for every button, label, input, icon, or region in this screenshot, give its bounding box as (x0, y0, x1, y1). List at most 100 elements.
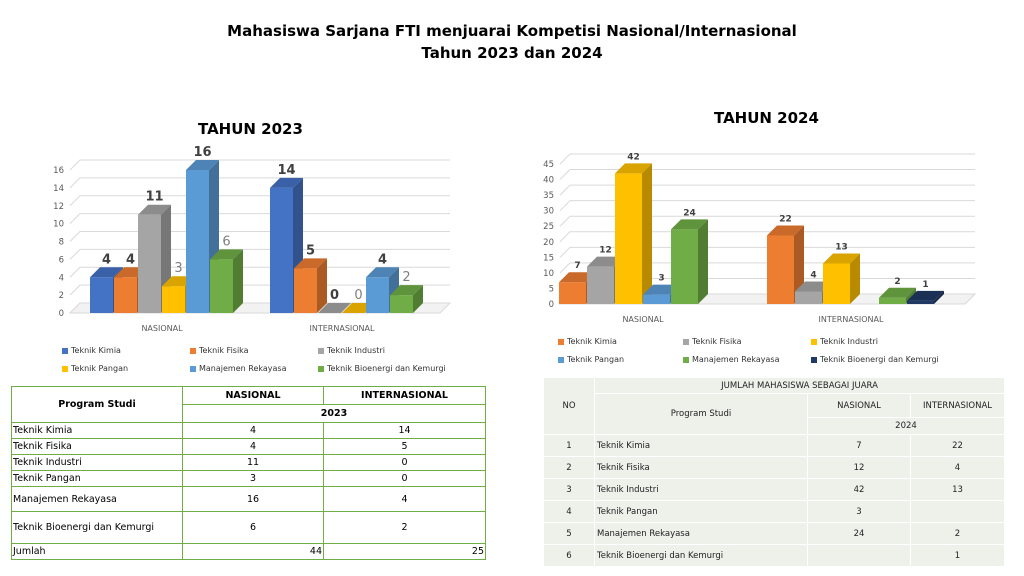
bar-front (186, 170, 209, 313)
legend-swatch (62, 347, 68, 354)
data-label: 42 (627, 152, 640, 162)
table-header-row: 2024 (544, 417, 1005, 435)
legend-swatch (683, 338, 689, 345)
gridline (559, 169, 975, 180)
bar (671, 219, 708, 304)
bar-top (294, 258, 327, 269)
cell-nasional: 11 (182, 454, 324, 471)
bar-front (559, 282, 586, 304)
bar-front (270, 187, 293, 313)
data-label: 6 (222, 234, 230, 249)
col-header-internasional: INTERNASIONAL (323, 386, 486, 405)
y-tick-label: 15 (543, 253, 554, 263)
bar-top (615, 163, 652, 174)
legend-item: Manajemen Rekayasa (683, 355, 779, 364)
table-row: 6 Teknik Bioenergi dan Kemurgi 1 (543, 544, 1005, 567)
table-row: Manajemen Rekayasa 16 4 (11, 486, 486, 512)
cell-internasional: 2 (910, 522, 1005, 545)
table-header-row: NO JUMLAH MAHASISWA SEBAGAI JUARA (543, 377, 1005, 435)
bar-front (879, 297, 906, 304)
main-title-line1: Mahasiswa Sarjana FTI menjuarai Kompetis… (227, 22, 797, 40)
legend-label: Manajemen Rekayasa (199, 364, 287, 373)
legend-label: Teknik Fisika (692, 337, 742, 346)
cell-total-label: Jumlah (11, 543, 183, 560)
bar-side (413, 285, 423, 313)
y-tick-label: 0 (549, 300, 554, 310)
cell-nasional: 12 (807, 456, 911, 479)
cell-nasional: 3 (807, 500, 911, 523)
legend-label: Teknik Pangan (71, 364, 129, 373)
bar-top (643, 284, 680, 295)
bar-top (318, 303, 351, 313)
legend-item: Teknik Bioenergi dan Kemurgi (318, 364, 446, 373)
legend-item: Teknik Kimia (62, 346, 121, 355)
bar-top (823, 253, 860, 264)
category-label: NASIONAL (141, 324, 183, 333)
legend-swatch (318, 347, 324, 354)
data-label: 4 (102, 252, 111, 267)
legend-item: Teknik Industri (318, 346, 385, 355)
cell-internasional: 4 (910, 456, 1005, 479)
cell-nasional: 16 (182, 486, 324, 512)
data-label: 4 (810, 271, 816, 281)
y-tick-label: 5 (549, 284, 554, 294)
bar-front (210, 259, 233, 313)
cell-program: Teknik Industri (594, 478, 808, 501)
cell-program: Teknik Pangan (594, 500, 808, 523)
y-tick-label: 14 (53, 184, 64, 194)
cell-program: Teknik Kimia (594, 434, 808, 457)
bar-top (559, 272, 596, 283)
table-header-row: Program Studi NASIONAL INTERNASIONAL (544, 393, 1005, 435)
cell-nasional: 42 (807, 478, 911, 501)
gridline (559, 215, 975, 227)
bar-top (795, 281, 832, 292)
cell-no: 4 (543, 500, 595, 523)
main-title: Mahasiswa Sarjana FTI menjuarai Kompetis… (0, 20, 1024, 64)
bar-front (767, 235, 794, 304)
bar-top (907, 290, 944, 301)
legend-item: Teknik Kimia (558, 337, 617, 346)
bar (318, 303, 351, 313)
cell-internasional: 1 (910, 544, 1005, 567)
bar-front (643, 294, 670, 304)
legend-item: Manajemen Rekayasa (190, 364, 286, 373)
gridline (69, 213, 450, 224)
col-header-internasional: INTERNASIONAL (910, 393, 1005, 418)
bar (767, 225, 804, 304)
bar (294, 258, 327, 313)
gridline (69, 231, 450, 242)
y-tick-label: 25 (543, 222, 554, 232)
table-row: Teknik Pangan 3 0 (11, 470, 486, 487)
data-label: 2 (894, 277, 900, 287)
y-tick-label: 0 (59, 309, 64, 319)
gridline (559, 200, 975, 212)
cell-nasional: 4 (182, 438, 324, 455)
bar-front (294, 268, 317, 313)
y-tick-label: 45 (543, 160, 554, 170)
legend-item: Teknik Pangan (62, 364, 128, 373)
legend-label: Teknik Bioenergi dan Kemurgi (820, 355, 939, 364)
table-total-row: Jumlah 44 25 (11, 543, 486, 560)
y-tick-label: 10 (543, 269, 554, 279)
bar-front (587, 266, 614, 304)
legend-label: Teknik Industri (327, 346, 385, 355)
bar-front (114, 277, 137, 313)
legend-swatch (190, 347, 196, 354)
bar-front (90, 277, 113, 313)
bar (210, 249, 243, 313)
main-title-line2: Tahun 2023 dan 2024 (421, 44, 603, 62)
legend-swatch (811, 356, 817, 363)
data-label: 4 (126, 252, 135, 267)
table-2024-title: JUMLAH MAHASISWA SEBAGAI JUARA (594, 377, 1005, 394)
table-row: 3 Teknik Industri 42 13 (543, 478, 1005, 501)
cell-program: Teknik Pangan (11, 470, 183, 487)
table-row: Teknik Kimia 4 14 (11, 422, 486, 439)
bar-front (823, 263, 850, 304)
table-row: Teknik Industri 11 0 (11, 454, 486, 471)
cell-internasional: 0 (323, 454, 486, 471)
cell-total-nasional: 44 (182, 543, 324, 560)
legend-swatch (558, 338, 564, 345)
bar-front (138, 214, 161, 313)
